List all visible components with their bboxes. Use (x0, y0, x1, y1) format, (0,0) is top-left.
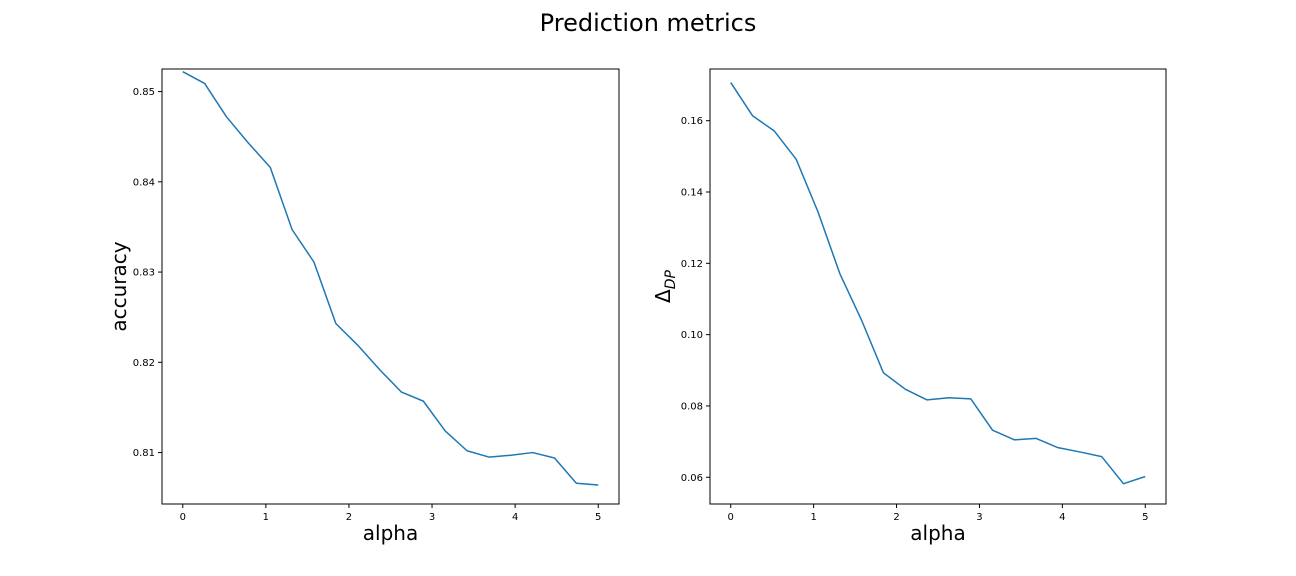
x-tick-label: 4 (1059, 512, 1065, 523)
accuracy-panel: 0 1 2 3 4 5 0.81 0.82 0.83 0.84 0.85 alpha accuracy (107, 68, 620, 545)
delta-dp-panel: 0 1 2 3 4 5 0.06 0.08 0.10 0.12 0.14 0.16 alpha ΔDP (651, 68, 1167, 545)
x-tick-label: 2 (893, 512, 899, 523)
x-tick-label: 2 (346, 512, 352, 523)
y-tick-label: 0.81 (133, 448, 155, 459)
x-tick-label: 1 (263, 512, 269, 523)
axes-frame (161, 68, 620, 505)
x-tick-label: 5 (595, 512, 601, 523)
y-tick-label: 0.06 (681, 473, 703, 484)
y-axis-label-main: Δ (651, 289, 675, 303)
y-axis-label: accuracy (107, 241, 131, 331)
series-line-0-0 (182, 71, 599, 486)
series-line-1-0 (730, 82, 1146, 485)
x-tick-label: 5 (1142, 512, 1148, 523)
x-tick-label: 4 (512, 512, 518, 523)
x-tick-label: 3 (429, 512, 435, 523)
axes-frame (709, 68, 1167, 505)
y-tick-label: 0.83 (133, 268, 155, 279)
y-tick-label: 0.16 (681, 116, 703, 127)
x-tick-label: 0 (728, 512, 734, 523)
y-tick-label: 0.12 (681, 259, 703, 270)
y-tick-label: 0.84 (133, 177, 155, 188)
x-axis-label: alpha (910, 521, 965, 545)
y-axis-label-subscript: DP (663, 269, 679, 289)
y-tick-label: 0.14 (681, 188, 703, 199)
y-tick-label: 0.82 (133, 358, 155, 369)
x-tick-label: 0 (180, 512, 186, 523)
x-tick-label: 1 (810, 512, 816, 523)
y-axis-label: ΔDP (651, 269, 679, 302)
figure-title: Prediction metrics (540, 9, 757, 37)
y-tick-label: 0.10 (681, 330, 703, 341)
y-tick-label: 0.08 (681, 401, 703, 412)
y-tick-label: 0.85 (133, 87, 155, 98)
x-tick-label: 3 (976, 512, 982, 523)
x-axis-label: alpha (363, 521, 418, 545)
